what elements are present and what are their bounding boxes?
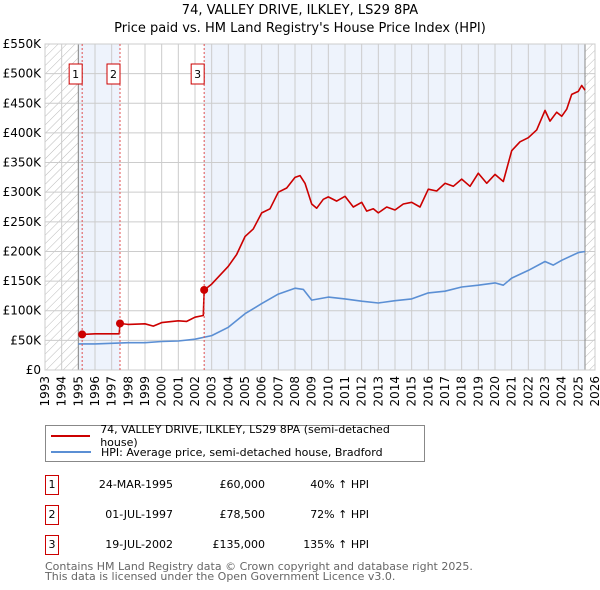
transaction-row: 3 19-JUL-2002 £135,000 135% ↑ HPI bbox=[45, 535, 375, 557]
transaction-row: 1 24-MAR-1995 £60,000 40% ↑ HPI bbox=[45, 475, 375, 497]
x-tick-label: 2003 bbox=[205, 376, 219, 407]
x-tick-label: 2016 bbox=[421, 376, 435, 407]
legend-label: 74, VALLEY DRIVE, ILKLEY, LS29 8PA (semi… bbox=[100, 423, 390, 449]
transaction-price: £78,500 bbox=[219, 508, 266, 521]
x-tick-label: 2019 bbox=[471, 376, 485, 407]
transaction-hpi: 40% ↑ HPI bbox=[310, 478, 369, 491]
legend-swatch-red bbox=[51, 435, 91, 437]
transaction-date: 01-JUL-1997 bbox=[105, 508, 173, 521]
transaction-price: £60,000 bbox=[219, 478, 266, 491]
sale-label: 1 bbox=[72, 68, 79, 81]
x-tick-label: 1998 bbox=[121, 376, 135, 407]
legend-label: HPI: Average price, semi-detached house,… bbox=[101, 445, 383, 459]
footer-copyright: Contains HM Land Registry data © Crown c… bbox=[45, 560, 473, 573]
y-tick-label: £250K bbox=[3, 215, 43, 229]
x-tick-label: 2025 bbox=[571, 376, 585, 407]
x-tick-label: 2008 bbox=[288, 376, 302, 407]
y-tick-label: £100K bbox=[3, 304, 43, 318]
legend-item-property: 74, VALLEY DRIVE, ILKLEY, LS29 8PA (semi… bbox=[51, 423, 424, 449]
legend-swatch-blue bbox=[51, 451, 91, 453]
x-tick-label: 2018 bbox=[455, 376, 469, 407]
y-tick-label: £0 bbox=[26, 363, 41, 377]
x-tick-label: 2017 bbox=[438, 376, 452, 407]
x-tick-label: 2005 bbox=[238, 376, 252, 407]
sale-label-box bbox=[190, 63, 205, 85]
x-tick-label: 2002 bbox=[188, 376, 202, 407]
x-tick-label: 2023 bbox=[538, 376, 552, 407]
sale-point bbox=[78, 330, 87, 339]
sale-label-box bbox=[106, 63, 121, 85]
x-tick-label: 1995 bbox=[71, 376, 85, 407]
y-tick-label: £450K bbox=[3, 96, 43, 110]
chart-title: 74, VALLEY DRIVE, ILKLEY, LS29 8PA bbox=[181, 3, 419, 18]
x-tick-label: 1996 bbox=[88, 376, 102, 407]
y-tick-label: £150K bbox=[3, 274, 43, 288]
transaction-date: 19-JUL-2002 bbox=[105, 538, 173, 551]
x-tick-label: 1994 bbox=[55, 376, 69, 407]
transaction-number: 2 bbox=[45, 505, 59, 525]
sale-point bbox=[116, 319, 124, 328]
y-tick-label: £350K bbox=[3, 156, 43, 170]
transaction-number: 3 bbox=[45, 535, 59, 555]
x-tick-label: 2024 bbox=[555, 376, 569, 407]
chart-subtitle: Price paid vs. HM Land Registry's House … bbox=[114, 21, 486, 36]
shaded-ownership-region bbox=[78, 44, 120, 370]
x-tick-label: 2014 bbox=[388, 376, 402, 407]
x-tick-label: 2022 bbox=[521, 376, 535, 407]
property-price-line bbox=[82, 84, 586, 336]
legend-item-hpi: HPI: Average price, semi-detached house,… bbox=[51, 445, 383, 459]
x-tick-label: 2009 bbox=[305, 376, 319, 407]
x-tick-label: 1999 bbox=[138, 376, 152, 407]
hatched-region-after bbox=[585, 44, 595, 370]
transaction-date: 24-MAR-1995 bbox=[98, 478, 173, 491]
x-tick-label: 2000 bbox=[155, 376, 169, 407]
x-tick-label: 2021 bbox=[505, 376, 519, 407]
line-chart: 1993 1994 1995 1996 1997 1998 1999 2000 2001 2002… bbox=[3, 37, 600, 407]
transaction-hpi: 72% ↑ HPI bbox=[310, 508, 369, 521]
y-tick-label: £50K bbox=[10, 333, 42, 347]
sale-label: 2 bbox=[110, 68, 117, 81]
sale-point bbox=[200, 285, 209, 294]
x-tick-label: 2010 bbox=[321, 376, 335, 407]
x-tick-label: 2015 bbox=[405, 376, 419, 407]
footer-licence: This data is licensed under the Open Gov… bbox=[45, 570, 396, 583]
x-tick-label: 2013 bbox=[371, 376, 385, 407]
x-tick-label: 2001 bbox=[171, 376, 185, 407]
x-tick-label: 1993 bbox=[38, 376, 52, 407]
x-tick-label: 2007 bbox=[271, 376, 285, 407]
legend: 74, VALLEY DRIVE, ILKLEY, LS29 8PA (semi… bbox=[45, 423, 425, 462]
transaction-row: 2 01-JUL-1997 £78,500 72% ↑ HPI bbox=[45, 505, 375, 527]
y-tick-label: £300K bbox=[3, 185, 43, 199]
x-tick-label: 2026 bbox=[588, 376, 600, 407]
y-tick-label: £200K bbox=[3, 244, 43, 258]
y-tick-label: £400K bbox=[3, 126, 43, 140]
transaction-price: £135,000 bbox=[212, 538, 266, 551]
x-tick-label: 2012 bbox=[355, 376, 369, 407]
x-tick-label: 1997 bbox=[105, 376, 119, 407]
y-tick-label: £550K bbox=[3, 37, 43, 51]
y-tick-label: £500K bbox=[3, 67, 43, 81]
x-tick-label: 2020 bbox=[488, 376, 502, 407]
sale-label: 3 bbox=[194, 68, 201, 81]
transaction-hpi: 135% ↑ HPI bbox=[303, 538, 369, 551]
x-tick-label: 2011 bbox=[338, 376, 352, 407]
x-tick-label: 2004 bbox=[221, 376, 235, 407]
x-tick-label: 2006 bbox=[255, 376, 269, 407]
sale-label-box bbox=[68, 63, 83, 85]
plot-border bbox=[44, 43, 596, 371]
hpi-line bbox=[78, 250, 586, 345]
transaction-number: 1 bbox=[45, 475, 59, 495]
